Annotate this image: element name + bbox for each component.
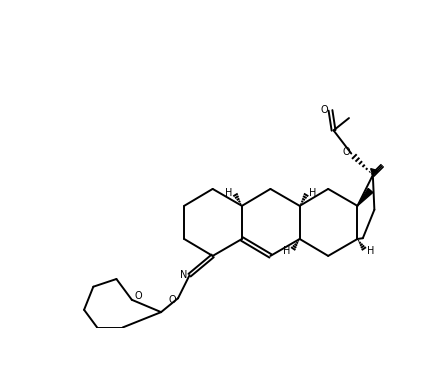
Text: O: O [134, 291, 142, 301]
Text: O: O [320, 105, 328, 116]
Text: O: O [168, 295, 176, 305]
Polygon shape [371, 169, 378, 175]
Polygon shape [357, 188, 373, 206]
Text: H: H [283, 245, 290, 255]
Text: H: H [225, 188, 233, 198]
Text: H: H [309, 188, 316, 198]
Text: H: H [367, 245, 374, 255]
Text: N: N [180, 270, 187, 280]
Text: O: O [342, 147, 350, 157]
